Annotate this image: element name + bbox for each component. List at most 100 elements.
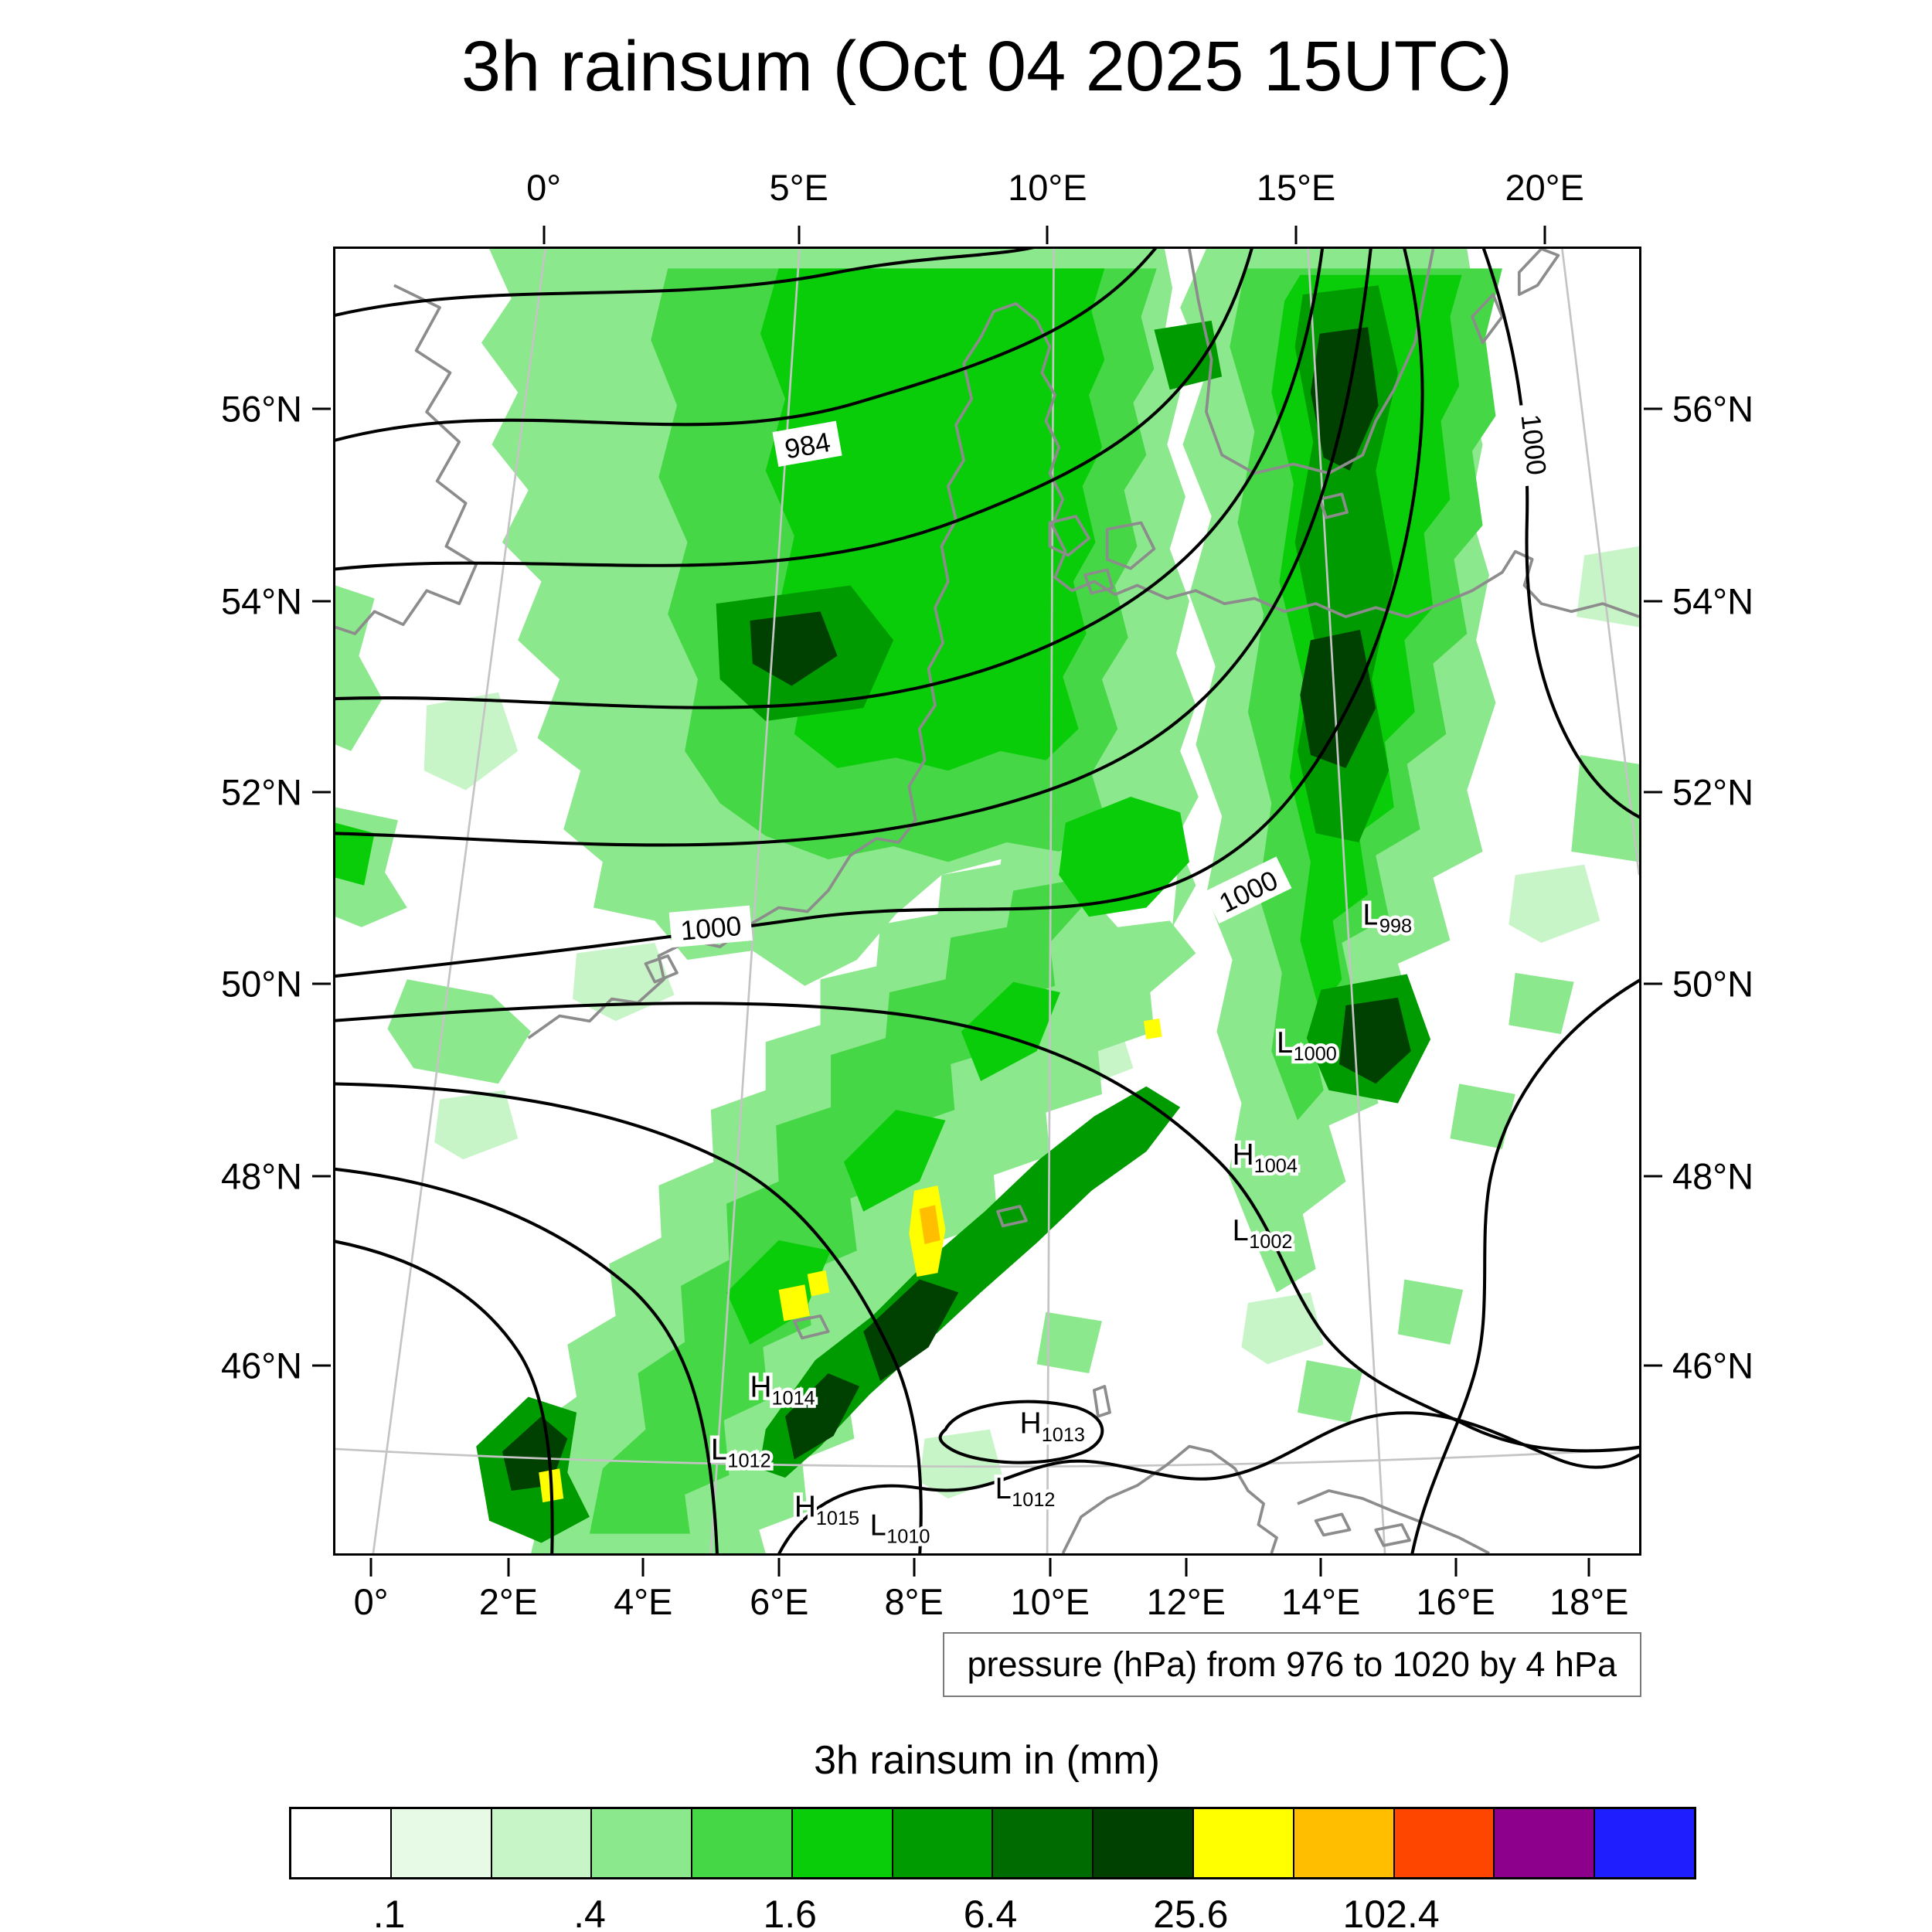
axis-label-bottom: 18°E (1549, 1581, 1629, 1622)
colorbar-segment (691, 1809, 791, 1877)
colorbar-segment (1192, 1809, 1293, 1877)
colorbar-segment (291, 1809, 390, 1877)
contour-label: 1000 (1513, 402, 1557, 487)
axis-label-left: 54°N (220, 580, 302, 622)
axis-label-bottom: 8°E (884, 1581, 944, 1622)
tick-mark-right (1644, 1175, 1662, 1178)
pressure-center-l1012: L1012 (995, 1472, 1056, 1511)
axis-label-bottom: 10°E (1010, 1581, 1090, 1622)
axis-label-left: 52°N (220, 771, 302, 813)
axis-label-right: 52°N (1672, 771, 1754, 813)
axis-label-top: 10°E (1008, 167, 1087, 208)
svg-text:1000: 1000 (1515, 413, 1553, 477)
axis-label-left: 48°N (220, 1155, 302, 1197)
axis-label-right: 56°N (1672, 388, 1754, 430)
colorbar-segment (1393, 1809, 1494, 1877)
pressure-center-h1015: H1015 (794, 1491, 859, 1529)
page-title: 3h rainsum (Oct 04 2025 15UTC) (461, 27, 1513, 106)
tick-mark-bottom (1319, 1558, 1322, 1577)
colorbar-segment (590, 1809, 692, 1877)
precipitation-layer (335, 249, 1639, 1553)
coastline-layer (335, 249, 1639, 1553)
tick-mark-bottom (777, 1558, 781, 1577)
colorbar-segment (891, 1809, 992, 1877)
colorbar-segment (1594, 1809, 1694, 1877)
tick-mark-right (1644, 600, 1662, 603)
colorbar-tick-label: .4 (573, 1893, 606, 1932)
colorbar-segment (1292, 1809, 1393, 1877)
tick-mark-right (1644, 982, 1662, 985)
colorbar-tick-label: 102.4 (1342, 1893, 1440, 1932)
colorbar-segment (992, 1809, 1093, 1877)
tick-mark-bottom (1587, 1558, 1590, 1577)
svg-text:1000: 1000 (679, 910, 743, 947)
tick-mark-top (1543, 226, 1546, 244)
axis-label-left: 46°N (220, 1345, 302, 1386)
tick-mark-bottom (1454, 1558, 1458, 1577)
axis-label-bottom: 12°E (1146, 1581, 1226, 1622)
legend-title: 3h rainsum in (mm) (814, 1738, 1160, 1783)
tick-mark-left (312, 982, 331, 985)
axis-label-top: 5°E (769, 167, 828, 208)
contour-label: 1000 (668, 905, 753, 948)
tick-mark-left (312, 600, 331, 603)
axis-label-bottom: 16°E (1416, 1581, 1495, 1622)
axis-label-top: 20°E (1505, 167, 1584, 208)
colorbar-segment (791, 1809, 892, 1877)
axis-label-right: 46°N (1672, 1345, 1754, 1386)
map-frame: 984 1000 1000 1000 L998 L1000 H1004 L1002 H1014… (333, 247, 1641, 1556)
axis-label-left: 56°N (220, 388, 302, 430)
tick-mark-bottom (913, 1558, 916, 1577)
contour-label: 984 (772, 420, 842, 468)
tick-mark-bottom (507, 1558, 510, 1577)
colorbar-segment (1493, 1809, 1594, 1877)
pressure-center-l1000: L1000 (1277, 1026, 1337, 1065)
pressure-center-layer: L998 L1000 H1004 L1002 H1014 L1012 H1013 H1015 L… (708, 895, 1416, 1551)
axis-label-top: 0° (526, 167, 562, 208)
axis-label-bottom: 14°E (1281, 1581, 1361, 1622)
tick-mark-right (1644, 1364, 1662, 1367)
axis-label-right: 48°N (1672, 1155, 1754, 1197)
colorbar-segment (389, 1809, 491, 1877)
colorbar-tick-label: .1 (372, 1893, 406, 1932)
axis-label-bottom: 0° (353, 1581, 389, 1622)
tick-mark-bottom (1049, 1558, 1052, 1577)
axis-label-left: 50°N (220, 963, 302, 1005)
pressure-center-l1012: L1012 (711, 1433, 771, 1471)
pressure-center-h1014: H1014 (750, 1370, 815, 1409)
tick-mark-right (1644, 407, 1662, 410)
axis-label-bottom: 2°E (478, 1581, 539, 1622)
tick-mark-bottom (369, 1558, 372, 1577)
tick-mark-top (1046, 226, 1049, 244)
pressure-center-l1010: L1010 (870, 1509, 930, 1547)
axis-label-right: 54°N (1672, 580, 1754, 622)
tick-mark-left (312, 791, 331, 794)
tick-mark-right (1644, 791, 1662, 794)
tick-mark-top (798, 226, 801, 244)
isobar-layer (335, 249, 1639, 1553)
tick-mark-left (312, 1175, 331, 1178)
colorbar-tick-label: 25.6 (1153, 1893, 1229, 1932)
axis-label-top: 15°E (1256, 167, 1336, 208)
pressure-center-l1002: L1002 (1233, 1214, 1293, 1253)
tick-mark-bottom (641, 1558, 645, 1577)
axis-label-bottom: 6°E (750, 1581, 809, 1622)
colorbar (289, 1807, 1696, 1879)
pressure-note: pressure (hPa) from 976 to 1020 by 4 hPa (942, 1632, 1641, 1697)
tick-mark-left (312, 1364, 331, 1367)
colorbar-tick-label: 6.4 (963, 1893, 1018, 1932)
colorbar-tick-label: 1.6 (763, 1893, 817, 1932)
pressure-center-h1004: H1004 (1233, 1138, 1298, 1177)
colorbar-tick-labels: .1 .4 1.6 6.4 25.6 102.4 (289, 1892, 1692, 1932)
tick-mark-bottom (1185, 1558, 1188, 1577)
map-area: 984 1000 1000 1000 L998 L1000 H1004 L1002 H1014… (221, 169, 1753, 1620)
colorbar-segment (490, 1809, 591, 1877)
tick-mark-left (312, 407, 331, 410)
pressure-center-l998: L998 (1362, 898, 1412, 937)
tick-mark-top (1294, 226, 1298, 244)
colorbar-segment (1092, 1809, 1193, 1877)
axis-label-right: 50°N (1672, 963, 1754, 1005)
axis-label-bottom: 4°E (614, 1581, 673, 1622)
